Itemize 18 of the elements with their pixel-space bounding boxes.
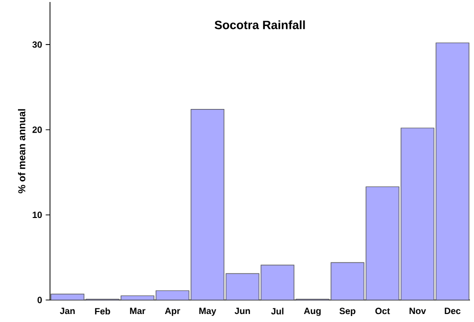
text: Socotra Rainfall: [214, 20, 305, 30]
x-tick-label: Jun: [234, 308, 250, 314]
x-tick-label: Jan: [60, 308, 75, 314]
x-tick-label: Mar: [130, 308, 146, 314]
y-tick-label: 20: [32, 126, 42, 133]
y-tick-label: 10: [32, 212, 42, 218]
x-tick-label: Sep: [340, 308, 356, 316]
x-tick-label: Nov: [410, 308, 426, 314]
x-tick-label: Feb: [95, 308, 110, 314]
y-tick-label: 30: [32, 41, 42, 48]
x-tick-label: May: [199, 308, 216, 316]
x-tick-label: Jul: [271, 308, 284, 314]
x-tick-label: Apr: [164, 308, 180, 316]
x-tick-label: Dec: [444, 308, 460, 314]
x-tick-label: Aug: [304, 308, 321, 316]
y-tick-label: 0: [38, 296, 42, 304]
y-axis-title: % of mean annual: [18, 109, 26, 194]
x-tick-label: Oct: [375, 308, 390, 314]
